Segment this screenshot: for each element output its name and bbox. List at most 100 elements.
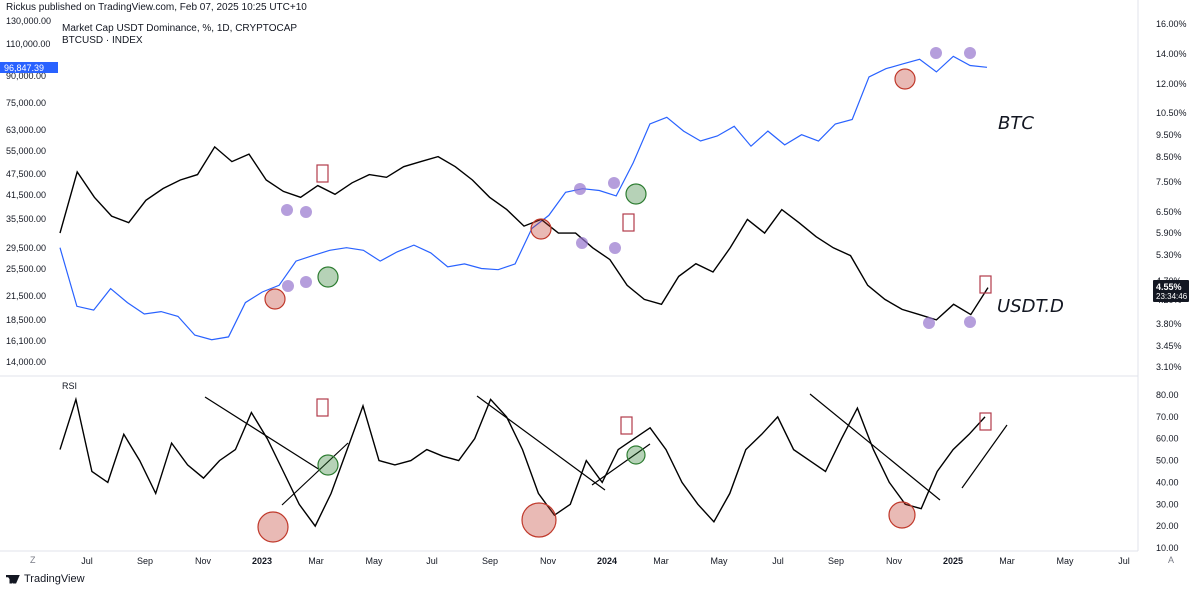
usdt-axis-tick: 6.50% (1156, 207, 1182, 217)
usdt-axis-tick: 8.50% (1156, 152, 1182, 162)
btc-axis-tick: 47,500.00 (6, 169, 46, 179)
usdt-series-label: USDT.D (997, 296, 1064, 317)
rsi-title: RSI (62, 381, 77, 391)
purple-dot-marker (576, 237, 588, 249)
purple-dot-marker (930, 47, 942, 59)
time-axis-tick: Jul (772, 556, 784, 566)
usdt-tag-value: 4.55% (1156, 282, 1182, 292)
tradingview-logo: TradingView (6, 573, 85, 585)
purple-dot-marker (574, 183, 586, 195)
publisher-line: Rickus published on TradingView.com, Feb… (6, 2, 307, 13)
time-axis-tick: Mar (308, 556, 324, 566)
annotation-markers (257, 47, 992, 543)
rsi-trendline (809, 393, 941, 501)
symbol-title-usdt: Market Cap USDT Dominance, %, 1D, CRYPTO… (62, 23, 298, 34)
red-circle-marker (264, 288, 286, 310)
btc-axis-tick: 25,500.00 (6, 264, 46, 274)
purple-dot-marker (608, 177, 620, 189)
time-axis: Jul Sep Nov 2023 Mar May Jul Sep Nov 2024 Mar May Ju… (81, 556, 1130, 566)
rsi-trendline (961, 424, 1008, 489)
rsi-axis-tick: 50.00 (1156, 456, 1179, 466)
red-box-marker (316, 398, 329, 417)
time-axis-tick: 2025 (943, 556, 963, 566)
usdt-axis-tick: 10.50% (1156, 108, 1187, 118)
rsi-axis-tick: 10.00 (1156, 543, 1179, 553)
time-axis-tick: May (365, 556, 383, 566)
rsi-series-line (59, 396, 986, 528)
time-axis-tick: Jul (1118, 556, 1130, 566)
time-axis-tick: 2024 (597, 556, 617, 566)
time-axis-tick: Nov (195, 556, 212, 566)
btc-axis-tick: 75,000.00 (6, 98, 46, 108)
btc-series-line (59, 55, 988, 341)
btc-tag-value: 96,847.39 (4, 63, 44, 73)
red-box-marker (622, 213, 635, 232)
time-axis-tick: Sep (137, 556, 153, 566)
usdt-axis-tick: 14.00% (1156, 49, 1187, 59)
green-circle-marker (626, 445, 646, 465)
usdt-axis-tick: 3.80% (1156, 319, 1182, 329)
usdt-axis-tick: 3.10% (1156, 362, 1182, 372)
purple-dot-marker (300, 276, 312, 288)
tradingview-brand: TradingView (24, 573, 85, 585)
time-axis-tick: Nov (886, 556, 903, 566)
time-axis-tick: Mar (999, 556, 1015, 566)
rsi-axis: 80.00 70.00 60.00 50.00 40.00 30.00 20.00 10.00 (1156, 390, 1179, 553)
btc-axis-tick: 16,100.00 (6, 336, 46, 346)
usdt-axis-tick: 5.90% (1156, 228, 1182, 238)
red-box-marker (979, 275, 992, 294)
time-axis-tick: Mar (653, 556, 669, 566)
btc-axis-tick: 41,500.00 (6, 190, 46, 200)
btc-axis-tick: 110,000.00 (6, 39, 50, 49)
usdt-dominance-series-line (59, 145, 989, 321)
btc-axis-tick: 29,500.00 (6, 243, 46, 253)
rsi-trendlines (204, 393, 1008, 506)
time-axis-tick: Sep (828, 556, 844, 566)
time-axis-tick: 2023 (252, 556, 272, 566)
rsi-axis-tick: 80.00 (1156, 390, 1179, 400)
rsi-trendline (204, 396, 321, 471)
usdt-tag-timer: 23:34:46 (1156, 292, 1188, 301)
btc-series-label: BTC (998, 113, 1034, 134)
btc-axis-tick: 55,000.00 (6, 146, 46, 156)
green-circle-marker (317, 266, 339, 288)
btc-price-axis: 130,000.00 110,000.00 90,000.00 75,000.00 63… (6, 16, 51, 367)
usdt-axis-tick: 12.00% (1156, 79, 1187, 89)
red-circle-marker (521, 502, 557, 538)
red-circle-marker (530, 218, 552, 240)
purple-dot-marker (281, 204, 293, 216)
purple-dot-marker (282, 280, 294, 292)
red-box-marker (316, 164, 329, 183)
green-circle-marker (625, 183, 647, 205)
rsi-trendline (281, 442, 349, 506)
zoom-icon: Z (30, 555, 36, 565)
rsi-axis-tick: 70.00 (1156, 412, 1179, 422)
red-circle-marker (894, 68, 916, 90)
auto-scale-icon: A (1168, 555, 1174, 565)
rsi-trendline (591, 443, 651, 486)
btc-price-tag: 96,847.39 (0, 62, 58, 73)
btc-axis-tick: 14,000.00 (6, 357, 46, 367)
time-axis-tick: Nov (540, 556, 557, 566)
usdt-axis-tick: 7.50% (1156, 177, 1182, 187)
rsi-axis-tick: 60.00 (1156, 434, 1179, 444)
purple-dot-marker (964, 47, 976, 59)
usdt-axis-tick: 5.30% (1156, 250, 1182, 260)
usdt-axis-tick: 3.45% (1156, 341, 1182, 351)
btc-axis-tick: 18,500.00 (6, 315, 46, 325)
btc-axis-tick: 130,000.00 (6, 16, 51, 26)
symbol-title-btc: BTCUSD · INDEX (62, 35, 143, 46)
purple-dot-marker (923, 317, 935, 329)
purple-dot-marker (300, 206, 312, 218)
tradingview-logo-icon (6, 574, 20, 584)
btc-axis-tick: 21,500.00 (6, 291, 46, 301)
btc-axis-tick: 35,500.00 (6, 214, 46, 224)
usdt-price-tag: 4.55% 23:34:46 (1153, 280, 1189, 302)
btc-axis-tick: 90,000.00 (6, 71, 46, 81)
rsi-trendline (476, 395, 606, 491)
red-box-marker (979, 412, 992, 431)
red-circle-marker (888, 501, 916, 529)
purple-dot-marker (964, 316, 976, 328)
red-circle-marker (257, 511, 289, 543)
